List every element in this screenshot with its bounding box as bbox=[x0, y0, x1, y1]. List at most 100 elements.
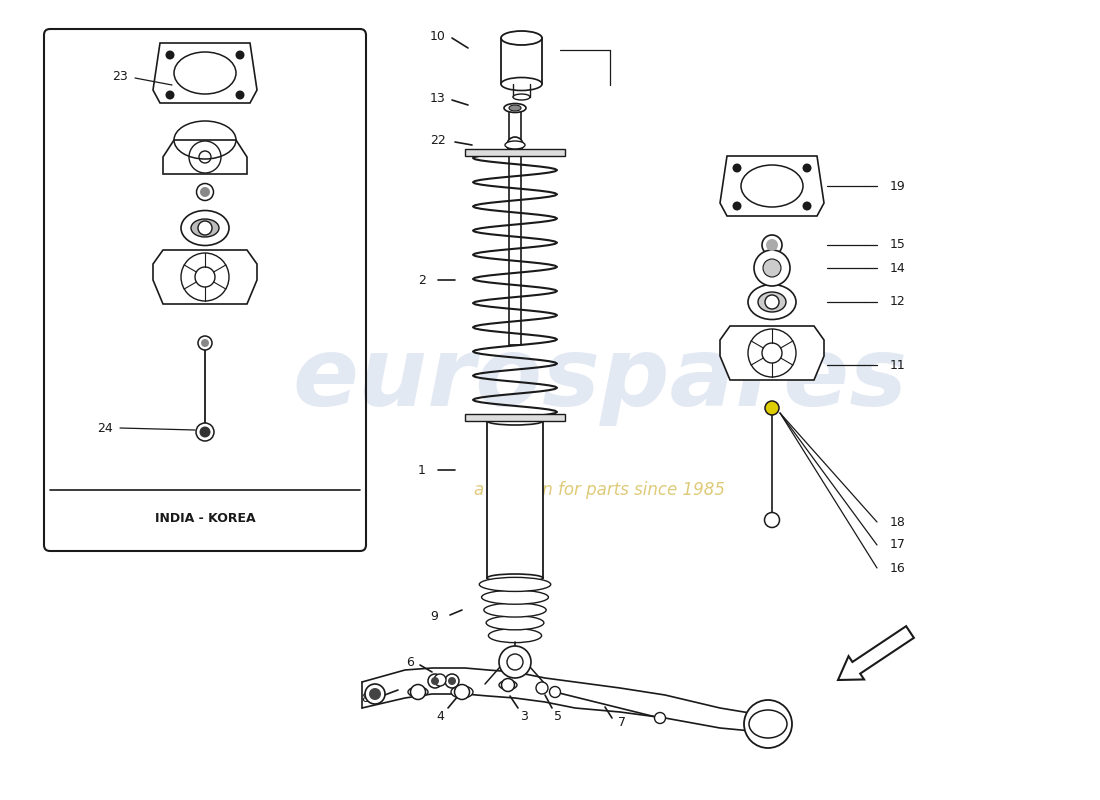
Ellipse shape bbox=[182, 210, 229, 246]
Text: 1: 1 bbox=[418, 463, 426, 477]
Ellipse shape bbox=[513, 94, 530, 100]
Circle shape bbox=[763, 259, 781, 277]
Ellipse shape bbox=[488, 629, 541, 642]
Ellipse shape bbox=[408, 687, 428, 697]
Circle shape bbox=[507, 654, 522, 670]
Circle shape bbox=[448, 677, 456, 685]
Circle shape bbox=[365, 684, 385, 704]
Text: 18: 18 bbox=[890, 515, 906, 529]
Text: 16: 16 bbox=[890, 562, 905, 574]
Circle shape bbox=[165, 50, 175, 59]
Circle shape bbox=[410, 685, 426, 699]
Ellipse shape bbox=[487, 417, 543, 425]
Circle shape bbox=[431, 677, 439, 685]
Ellipse shape bbox=[749, 710, 786, 738]
Ellipse shape bbox=[500, 31, 542, 45]
Ellipse shape bbox=[505, 141, 525, 149]
Text: 23: 23 bbox=[112, 70, 128, 82]
Bar bbox=[465, 414, 565, 421]
Polygon shape bbox=[153, 250, 257, 304]
Circle shape bbox=[499, 646, 531, 678]
Ellipse shape bbox=[748, 285, 796, 319]
Circle shape bbox=[198, 336, 212, 350]
Circle shape bbox=[764, 513, 780, 527]
Text: 22: 22 bbox=[430, 134, 446, 146]
Text: 4: 4 bbox=[436, 710, 444, 722]
Bar bbox=[487, 421, 543, 578]
Text: 8: 8 bbox=[361, 691, 368, 705]
Circle shape bbox=[446, 674, 459, 688]
Circle shape bbox=[196, 423, 214, 441]
Polygon shape bbox=[153, 43, 257, 103]
Circle shape bbox=[733, 202, 741, 210]
Text: 14: 14 bbox=[890, 262, 905, 274]
Ellipse shape bbox=[451, 686, 473, 698]
Bar bbox=[509, 108, 521, 345]
Polygon shape bbox=[720, 156, 824, 216]
Text: 15: 15 bbox=[890, 238, 906, 251]
Text: 3: 3 bbox=[520, 710, 528, 722]
Circle shape bbox=[198, 221, 212, 235]
Text: eurospares: eurospares bbox=[293, 334, 908, 426]
Circle shape bbox=[507, 137, 522, 153]
Circle shape bbox=[762, 343, 782, 363]
Circle shape bbox=[235, 50, 244, 59]
Text: 9: 9 bbox=[430, 610, 438, 623]
Circle shape bbox=[235, 90, 244, 99]
Ellipse shape bbox=[758, 292, 786, 312]
Ellipse shape bbox=[484, 603, 547, 617]
Circle shape bbox=[744, 700, 792, 748]
Circle shape bbox=[502, 678, 515, 691]
Text: 10: 10 bbox=[430, 30, 446, 42]
Circle shape bbox=[454, 685, 470, 699]
Circle shape bbox=[654, 713, 666, 723]
Circle shape bbox=[199, 426, 210, 438]
Text: 13: 13 bbox=[430, 91, 446, 105]
Circle shape bbox=[195, 267, 214, 287]
Circle shape bbox=[428, 674, 442, 688]
Ellipse shape bbox=[191, 219, 219, 237]
Circle shape bbox=[434, 674, 446, 686]
Bar bbox=[465, 149, 565, 156]
Circle shape bbox=[197, 183, 213, 201]
Text: 2: 2 bbox=[418, 274, 426, 286]
Text: 12: 12 bbox=[890, 295, 905, 309]
Circle shape bbox=[182, 253, 229, 301]
Ellipse shape bbox=[487, 574, 543, 582]
Circle shape bbox=[803, 163, 812, 173]
Circle shape bbox=[748, 329, 796, 377]
Text: 7: 7 bbox=[618, 717, 626, 730]
Text: 11: 11 bbox=[890, 358, 905, 371]
Ellipse shape bbox=[486, 616, 543, 630]
Circle shape bbox=[536, 682, 548, 694]
Circle shape bbox=[803, 202, 812, 210]
Circle shape bbox=[768, 404, 776, 412]
Circle shape bbox=[550, 686, 561, 698]
Text: a passion for parts since 1985: a passion for parts since 1985 bbox=[474, 481, 726, 499]
Circle shape bbox=[766, 239, 778, 251]
Circle shape bbox=[733, 163, 741, 173]
Ellipse shape bbox=[480, 578, 551, 591]
FancyArrow shape bbox=[838, 626, 914, 680]
Circle shape bbox=[754, 250, 790, 286]
Text: 19: 19 bbox=[890, 179, 905, 193]
Circle shape bbox=[762, 235, 782, 255]
Text: INDIA - KOREA: INDIA - KOREA bbox=[155, 511, 255, 525]
Ellipse shape bbox=[482, 590, 549, 604]
Circle shape bbox=[165, 90, 175, 99]
Circle shape bbox=[200, 187, 210, 197]
Circle shape bbox=[764, 401, 779, 415]
Circle shape bbox=[368, 688, 381, 700]
Text: 24: 24 bbox=[97, 422, 113, 434]
Text: 6: 6 bbox=[406, 655, 414, 669]
Circle shape bbox=[201, 339, 209, 347]
Text: 5: 5 bbox=[554, 710, 562, 722]
Ellipse shape bbox=[499, 681, 517, 690]
Ellipse shape bbox=[509, 105, 521, 111]
Ellipse shape bbox=[500, 78, 542, 90]
Polygon shape bbox=[163, 140, 248, 174]
Ellipse shape bbox=[504, 103, 526, 113]
Polygon shape bbox=[720, 326, 824, 380]
Circle shape bbox=[764, 295, 779, 309]
Text: 17: 17 bbox=[890, 538, 906, 551]
